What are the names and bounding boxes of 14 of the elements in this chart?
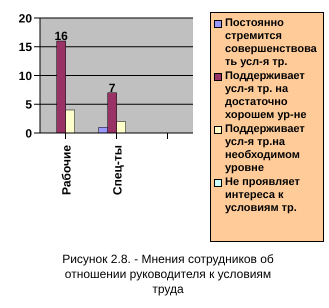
data-label: 16 [54, 29, 68, 43]
y-tick-label: 10 [18, 68, 32, 83]
x-tick-label: Спец-ты [110, 145, 124, 196]
legend-label: Не проявляет интереса к условиям тр. [225, 176, 301, 215]
y-tick-label: 20 [18, 11, 32, 26]
x-tick-label: Рабочие [60, 144, 74, 195]
y-tick-label: 0 [25, 126, 32, 140]
y-tick-label: 15 [18, 40, 32, 54]
data-label: 7 [108, 80, 116, 95]
legend-label: Поддерживает усл-я тр.на необходимом уровне [225, 123, 306, 175]
y-tick-label: 5 [25, 98, 32, 112]
legend-label: Постоянно стремится совершенствовать усл-я тр. [225, 17, 318, 69]
legend-label: Поддерживает усл-я тр. на достаточно хорошем ур-не [225, 70, 308, 122]
text: Рисунок 2.8. - Мнения сотрудников об отношении руководителя к условиям труда [61, 252, 275, 297]
